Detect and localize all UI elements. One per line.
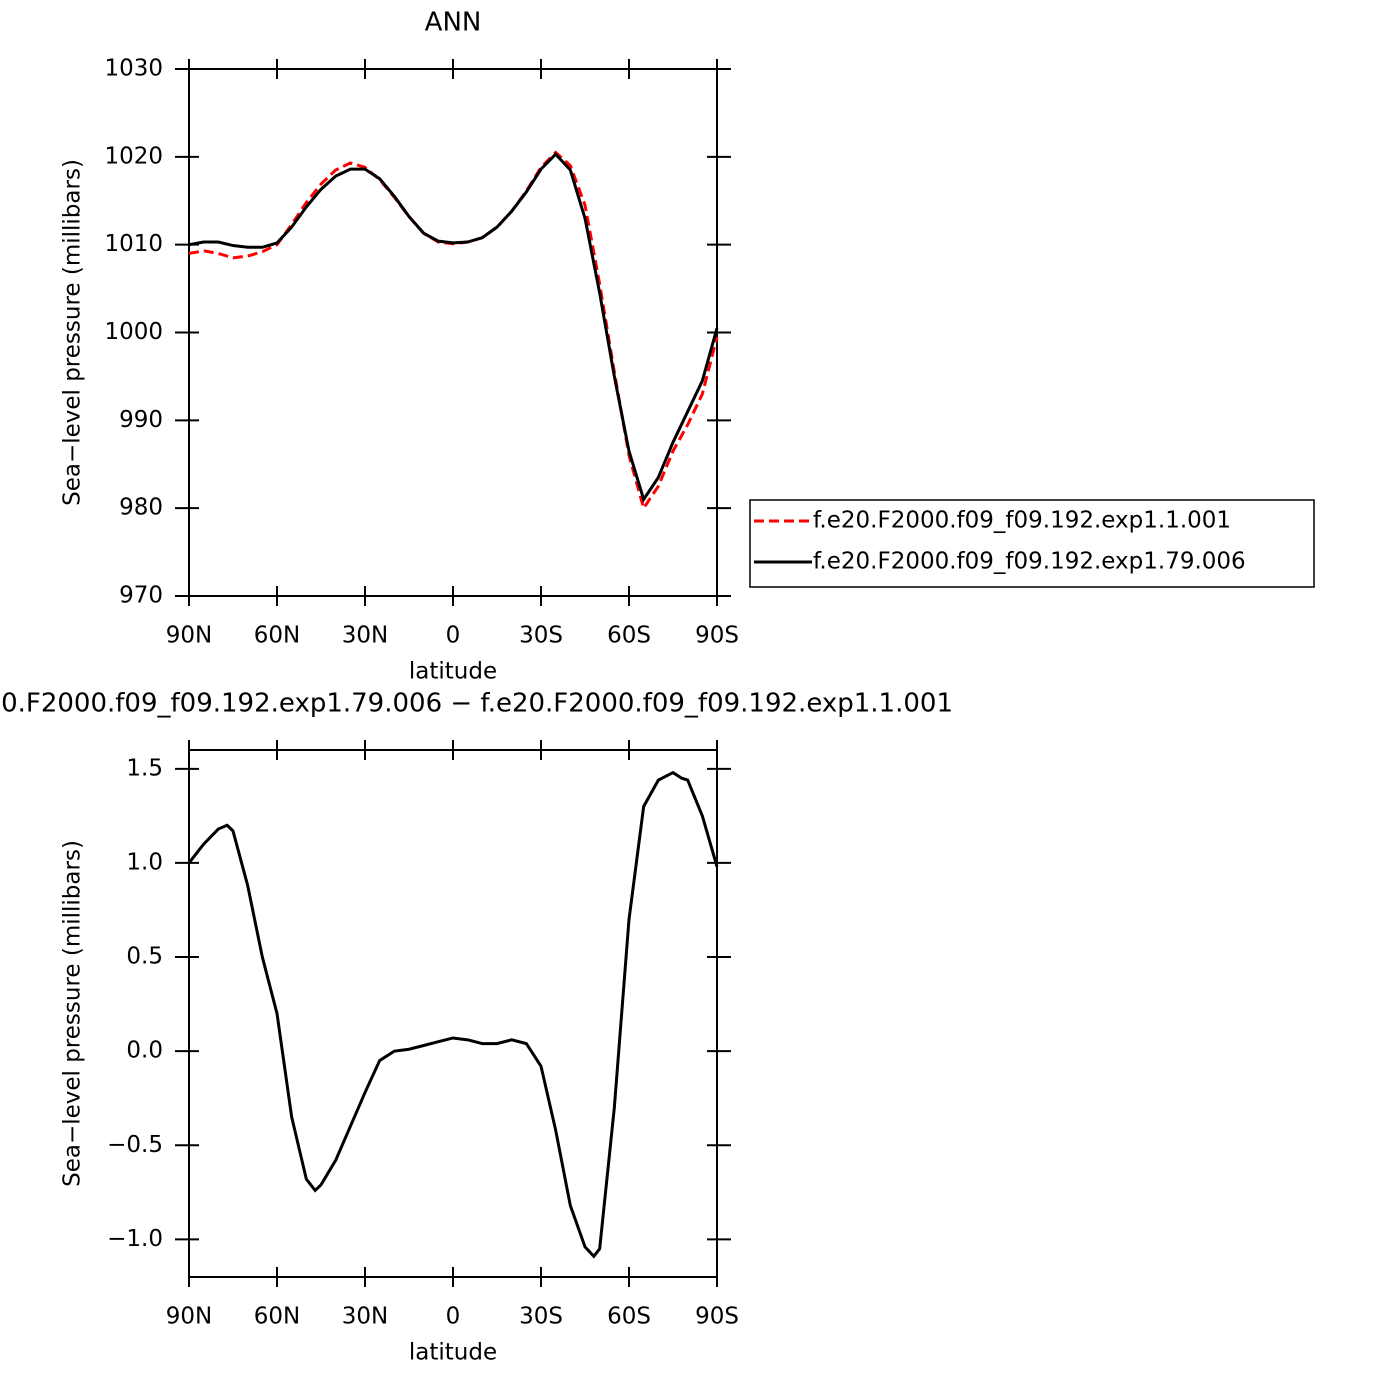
y-tick-label: 1020: [104, 143, 163, 169]
y-tick-label: 980: [119, 495, 163, 521]
x-axis-label: latitude: [409, 1340, 497, 1366]
y-tick-label: 1030: [104, 56, 163, 82]
y-tick-label: −1.0: [107, 1226, 163, 1252]
y-tick-label: 1000: [104, 319, 163, 345]
data-line: [188, 150, 719, 512]
x-tick-label: 0: [446, 623, 461, 649]
y-tick-label: 1.0: [126, 849, 163, 875]
y-axis-label: Sea−level pressure (millibars): [60, 840, 86, 1187]
y-tick-label: 990: [119, 407, 163, 433]
legend-label: f.e20.F2000.f09_f09.192.exp1.1.001: [813, 508, 1231, 534]
x-tick-label: 30N: [342, 1304, 388, 1330]
x-tick-label: 60N: [254, 623, 300, 649]
legend-label: f.e20.F2000.f09_f09.192.exp1.79.006: [813, 549, 1246, 575]
x-tick-label: 90N: [166, 623, 212, 649]
x-tick-label: 60S: [607, 1304, 651, 1330]
x-axis-label: latitude: [409, 659, 497, 685]
plot-frame: [188, 749, 718, 1278]
x-tick-label: 90S: [695, 623, 739, 649]
x-tick-label: 60S: [607, 623, 651, 649]
y-tick-label: 970: [119, 583, 163, 609]
y-tick-label: 1010: [104, 231, 163, 257]
x-tick-label: 30S: [519, 623, 563, 649]
plot-frame: [188, 68, 718, 597]
x-tick-label: 90N: [166, 1304, 212, 1330]
chart-title: f.e20.F2000.f09_f09.192.exp1.79.006 − f.…: [0, 689, 953, 719]
x-tick-label: 30N: [342, 623, 388, 649]
x-tick-label: 90S: [695, 1304, 739, 1330]
x-tick-label: 0: [446, 1304, 461, 1330]
x-tick-label: 60N: [254, 1304, 300, 1330]
y-tick-label: −0.5: [107, 1132, 163, 1158]
chart-title: ANN: [425, 8, 482, 38]
y-tick-label: 0.0: [126, 1038, 163, 1064]
y-axis-label: Sea−level pressure (millibars): [60, 159, 86, 506]
data-line: [187, 770, 719, 1259]
y-tick-label: 0.5: [126, 944, 163, 970]
y-tick-label: 1.5: [126, 755, 163, 781]
x-tick-label: 30S: [519, 1304, 563, 1330]
data-line: [188, 152, 719, 503]
legend-box: [749, 499, 1315, 588]
